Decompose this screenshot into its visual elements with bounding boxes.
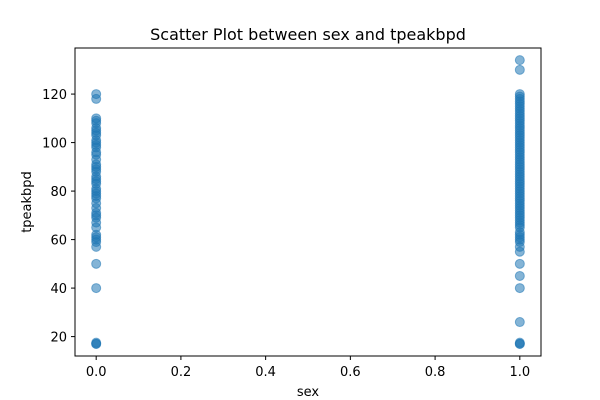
ticks-layer: 0.0 0.2 0.4 0.6 0.8 1.0 20 40 60 80 100 120 [42,88,530,380]
data-point [514,55,525,66]
y-tick-label: 20 [50,331,67,346]
x-tick-label: 0.6 [340,365,361,380]
x-axis-label: sex [297,385,320,400]
chart-title: Scatter Plot between sex and tpeakbpd [150,25,466,44]
plot-frame [74,47,542,357]
x-tick-label: 0.8 [425,365,446,380]
y-tick-label: 60 [50,234,67,249]
data-point [514,270,525,281]
x-tick-label: 1.0 [509,365,530,380]
data-point [91,113,102,124]
y-tick-label: 40 [50,282,67,297]
data-point [514,337,525,348]
y-tick-label: 80 [50,185,67,200]
data-point [514,64,525,75]
data-point [514,258,525,269]
data-point [514,283,525,294]
data-point [514,89,525,100]
data-point [91,258,102,269]
data-point [91,283,102,294]
y-tick-label: 120 [42,88,67,103]
data-point [514,317,525,328]
points-layer [91,55,525,349]
x-tick-label: 0.2 [171,365,192,380]
data-point [91,89,102,100]
y-axis-label: tpeakbpd [20,171,35,233]
x-tick-label: 0.4 [255,365,276,380]
x-tick-label: 0.0 [86,365,107,380]
data-point [91,337,102,348]
y-tick-label: 100 [42,137,67,152]
